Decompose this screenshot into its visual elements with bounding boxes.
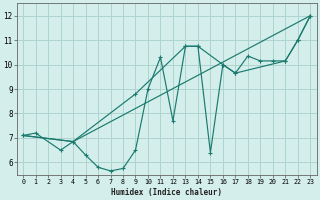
X-axis label: Humidex (Indice chaleur): Humidex (Indice chaleur): [111, 188, 222, 197]
